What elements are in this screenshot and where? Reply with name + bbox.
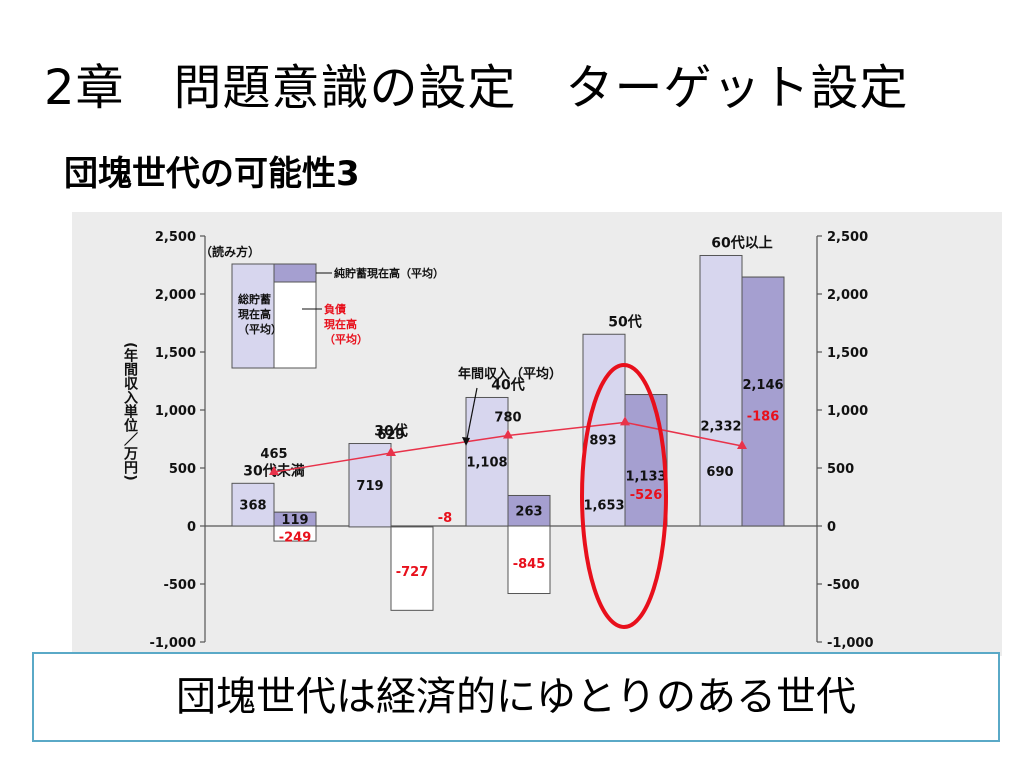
y-tick-label-left: 2,500 — [155, 230, 196, 245]
category-label: 50代 — [608, 313, 641, 330]
y-tick-label-right: -1,000 — [827, 636, 874, 651]
savings-value-label: 719 — [356, 479, 383, 494]
net-bar — [273, 511, 317, 527]
savings-bar — [231, 482, 275, 527]
income-annotation: 年間収入（平均） — [458, 366, 562, 382]
y-tick-label-left: 1,500 — [155, 346, 196, 361]
slide-title: 2章 問題意識の設定 ターゲット設定 — [44, 60, 909, 116]
y-tick-label-left: 500 — [169, 462, 196, 477]
net-bar — [507, 494, 551, 527]
net-value-label: 119 — [281, 513, 308, 528]
debt-value-label: -727 — [396, 565, 429, 580]
legend-debt-label: （平均） — [324, 332, 368, 346]
y-tick-label-left: 2,000 — [155, 288, 196, 303]
income-value-label: 465 — [260, 447, 287, 462]
income-value-label: 690 — [706, 465, 733, 480]
debt-bar — [390, 525, 434, 611]
income-marker — [620, 416, 630, 426]
annotation-arrowhead — [462, 437, 470, 446]
category-label: 60代以上 — [711, 234, 772, 251]
legend-savings-label: （平均） — [238, 322, 282, 336]
legend-heading: （読み方） — [200, 244, 260, 259]
y-tick-label-right: 2,000 — [827, 288, 868, 303]
income-value-label: 893 — [589, 433, 616, 448]
slide-subtitle: 団塊世代の可能性3 — [64, 154, 360, 194]
conclusion-text: 団塊世代は経済的にゆとりのある世代 — [176, 674, 856, 720]
legend-net-swatch — [273, 263, 317, 283]
annotation-pointer — [465, 387, 478, 445]
y-tick-label-right: 2,500 — [827, 230, 868, 245]
net-value-label: 1,133 — [625, 469, 666, 484]
net-value-label: 2,146 — [742, 378, 783, 393]
y-tick-label-right: -500 — [827, 578, 860, 593]
legend-net-label: 純貯蓄現在高（平均） — [334, 266, 444, 280]
legend-debt-label: 負債 — [324, 302, 346, 316]
net-value-label: 263 — [515, 505, 542, 520]
debt-value-label: -249 — [279, 531, 312, 546]
legend-debt-swatch — [273, 281, 317, 369]
income-marker — [503, 429, 513, 439]
savings-value-label: 2,332 — [700, 419, 741, 434]
y-tick-label-left: -1,000 — [149, 636, 196, 651]
category-label: 30代 — [374, 423, 407, 440]
income-value-label: 629 — [377, 428, 404, 443]
income-marker — [386, 447, 396, 457]
debt-value-label: -845 — [513, 557, 546, 572]
legend-savings-label: 現在高 — [238, 307, 271, 321]
category-label: 40代 — [491, 376, 524, 393]
income-marker — [269, 466, 279, 476]
savings-value-label: 368 — [239, 499, 266, 514]
income-marker — [737, 439, 747, 449]
y-tick-label-right: 0 — [827, 520, 836, 535]
net-bar — [624, 394, 668, 527]
y-tick-label-right: 1,500 — [827, 346, 868, 361]
savings-bar — [348, 443, 392, 528]
legend-savings-label: 総貯蓄 — [238, 292, 271, 306]
conclusion-box: 団塊世代は経済的にゆとりのある世代 — [32, 652, 1000, 742]
savings-bar — [465, 396, 509, 527]
debt-value-label: -186 — [747, 409, 780, 424]
y-tick-label-left: 0 — [187, 520, 196, 535]
savings-value-label: 1,653 — [583, 498, 624, 513]
net-bar — [741, 276, 785, 527]
savings-bar — [699, 254, 743, 527]
y-tick-label-left: -500 — [163, 578, 196, 593]
income-value-label: 780 — [494, 411, 521, 426]
y-tick-label-left: 1,000 — [155, 404, 196, 419]
y-tick-label-right: 500 — [827, 462, 854, 477]
y-tick-label-right: 1,000 — [827, 404, 868, 419]
legend-savings-swatch — [231, 263, 275, 369]
debt-value-label: -526 — [630, 488, 663, 503]
net-value-label: -8 — [438, 511, 452, 526]
savings-value-label: 1,108 — [466, 456, 507, 471]
net-bar — [390, 525, 434, 528]
y-axis-label: (年間収入単位／万円) — [122, 342, 139, 481]
highlight-ellipse — [580, 363, 668, 629]
savings-debt-chart: 2,500 2,500 2,000 2,000 1,500 1,500 1,000 1,000… — [122, 230, 874, 651]
legend-debt-label: 現在高 — [324, 317, 357, 331]
chart-frame: 2,500 2,500 2,000 2,000 1,500 1,500 1,000 1,000… — [72, 212, 1002, 656]
